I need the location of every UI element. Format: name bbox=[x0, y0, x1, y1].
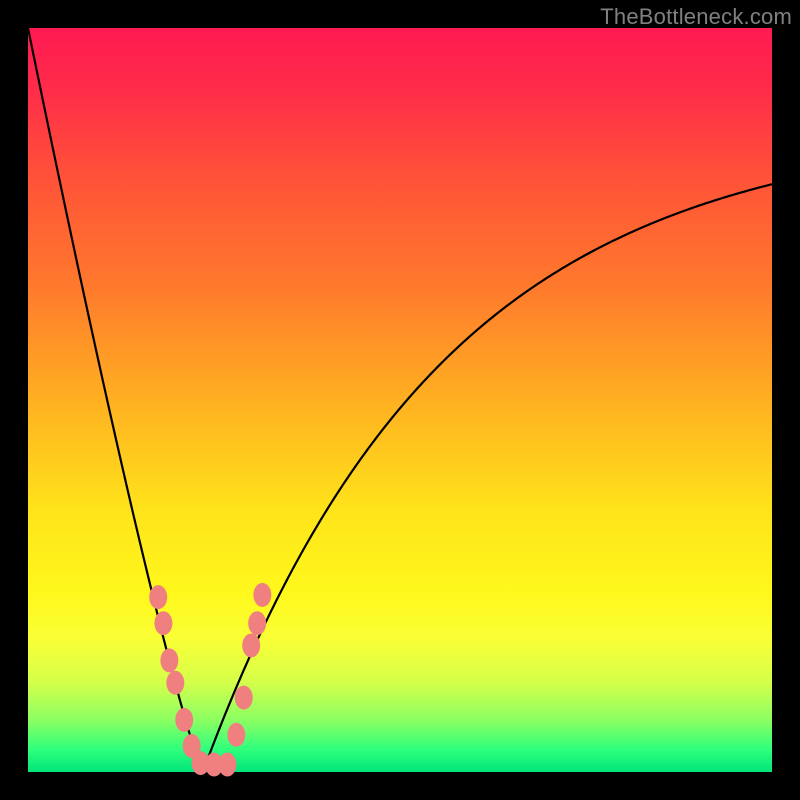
marker-point bbox=[166, 671, 184, 695]
marker-point bbox=[227, 723, 245, 747]
chart-plot-bg bbox=[28, 28, 772, 772]
chart-stage: TheBottleneck.com bbox=[0, 0, 800, 800]
marker-point bbox=[160, 648, 178, 672]
marker-point bbox=[235, 686, 253, 710]
marker-point bbox=[154, 611, 172, 635]
marker-point bbox=[218, 753, 236, 777]
marker-point bbox=[242, 634, 260, 658]
marker-point bbox=[175, 708, 193, 732]
marker-point bbox=[248, 611, 266, 635]
watermark-text: TheBottleneck.com bbox=[600, 4, 792, 30]
marker-point bbox=[253, 583, 271, 607]
marker-point bbox=[149, 585, 167, 609]
chart-svg bbox=[0, 0, 800, 800]
